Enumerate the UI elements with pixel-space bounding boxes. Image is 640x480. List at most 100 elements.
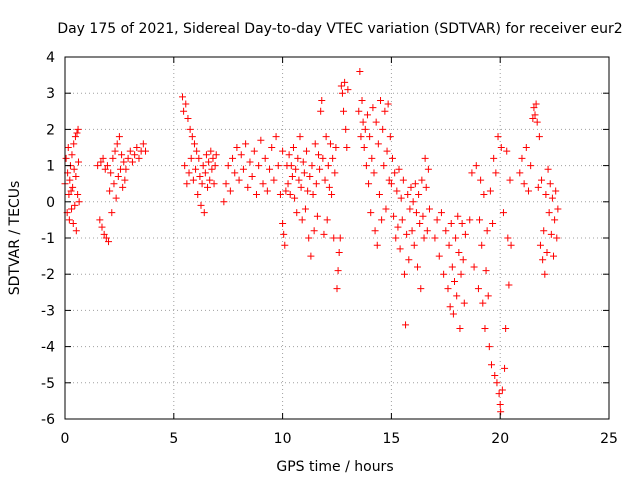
data-point xyxy=(404,191,412,199)
data-point xyxy=(367,209,375,217)
data-point xyxy=(372,118,380,126)
data-point xyxy=(65,191,73,199)
data-point xyxy=(309,191,317,199)
data-point xyxy=(492,169,500,177)
data-point xyxy=(300,169,308,177)
data-point xyxy=(289,144,297,151)
data-point xyxy=(531,111,539,119)
data-point xyxy=(378,216,386,224)
data-point xyxy=(180,107,188,115)
data-point xyxy=(538,176,546,184)
data-point xyxy=(417,285,425,293)
data-point xyxy=(402,321,410,329)
data-point xyxy=(433,216,441,224)
data-point xyxy=(379,125,387,133)
data-point xyxy=(190,140,198,148)
data-point xyxy=(447,220,455,228)
data-point xyxy=(530,104,538,112)
data-point xyxy=(332,144,340,151)
data-point xyxy=(502,325,510,332)
data-point xyxy=(317,107,325,115)
data-point xyxy=(499,209,507,217)
data-point xyxy=(242,140,250,148)
data-point xyxy=(534,183,542,191)
data-point xyxy=(328,191,336,199)
data-point xyxy=(119,183,127,191)
data-point xyxy=(553,234,561,242)
data-point xyxy=(355,107,363,115)
data-point xyxy=(316,165,324,173)
data-point xyxy=(532,100,540,108)
data-point xyxy=(197,201,205,209)
data-point xyxy=(344,86,352,94)
data-point xyxy=(504,234,512,242)
data-point xyxy=(520,180,528,188)
data-point xyxy=(205,158,213,166)
data-point xyxy=(198,180,206,188)
data-point xyxy=(358,96,366,104)
data-point xyxy=(284,180,292,188)
data-point xyxy=(272,133,280,141)
x-tick-label: 10 xyxy=(274,431,292,447)
data-point xyxy=(485,343,493,351)
data-point xyxy=(407,183,415,191)
data-point xyxy=(440,270,448,278)
data-point xyxy=(468,169,476,177)
y-tick-label: -5 xyxy=(41,376,55,392)
data-point xyxy=(211,162,219,170)
data-point xyxy=(311,140,319,148)
data-point xyxy=(340,107,348,115)
data-point xyxy=(237,151,245,159)
data-point xyxy=(320,230,328,238)
data-point xyxy=(270,176,278,184)
data-point xyxy=(383,147,391,155)
data-point xyxy=(442,227,450,235)
data-point xyxy=(307,252,315,260)
data-point xyxy=(71,133,79,141)
data-point xyxy=(259,180,267,188)
data-point xyxy=(239,165,247,173)
data-point xyxy=(281,241,289,249)
data-point xyxy=(394,223,402,231)
data-point xyxy=(72,227,80,235)
data-point xyxy=(365,180,373,188)
data-point xyxy=(546,180,554,188)
y-tick-label: -6 xyxy=(41,412,55,428)
x-tick-label: 15 xyxy=(382,431,400,447)
data-point xyxy=(118,151,126,159)
data-point xyxy=(359,118,367,126)
data-point xyxy=(356,67,364,75)
data-point xyxy=(244,183,252,191)
data-point xyxy=(494,133,502,141)
data-point xyxy=(115,133,123,141)
data-point xyxy=(105,238,113,246)
data-point xyxy=(414,263,422,271)
data-point xyxy=(107,169,115,177)
data-point xyxy=(524,187,532,195)
data-point xyxy=(233,144,241,151)
data-point xyxy=(338,89,346,97)
data-point xyxy=(246,158,254,166)
data-point xyxy=(222,180,230,188)
data-point xyxy=(449,310,457,318)
data-point xyxy=(252,191,260,199)
data-point xyxy=(476,216,484,224)
data-point xyxy=(360,144,368,151)
data-point xyxy=(188,133,196,141)
data-point xyxy=(460,299,468,307)
data-point xyxy=(411,180,419,188)
data-point xyxy=(497,144,505,151)
data-point xyxy=(231,169,239,177)
data-point xyxy=(361,125,369,133)
data-point xyxy=(274,162,282,170)
data-point xyxy=(334,267,342,275)
data-point xyxy=(474,285,482,293)
data-point xyxy=(186,125,194,133)
data-point xyxy=(400,270,408,278)
data-point xyxy=(458,220,466,228)
data-point xyxy=(312,180,320,188)
data-point xyxy=(482,267,490,275)
data-point xyxy=(94,162,102,170)
data-point xyxy=(551,216,559,224)
